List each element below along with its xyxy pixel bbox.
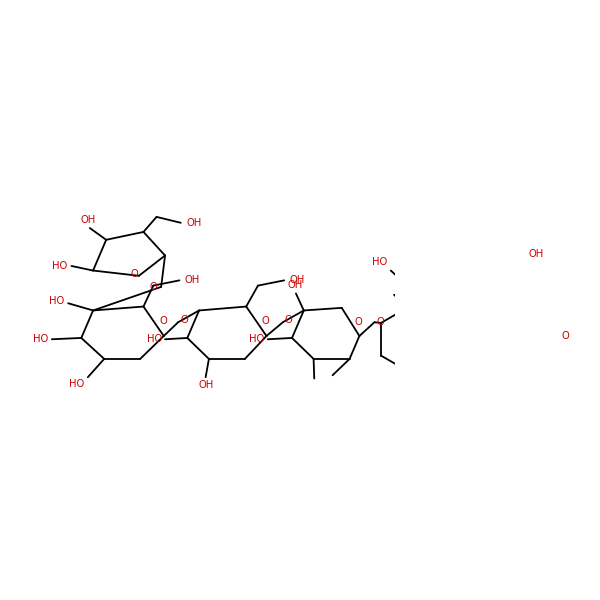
Text: O: O — [261, 316, 269, 326]
Text: OH: OH — [184, 275, 199, 286]
Text: OH: OH — [289, 275, 305, 286]
Text: O: O — [562, 331, 569, 341]
Text: HO: HO — [70, 379, 85, 389]
Text: OH: OH — [528, 249, 544, 259]
Text: OH: OH — [287, 280, 302, 290]
Text: OH: OH — [80, 215, 95, 225]
Text: O: O — [149, 282, 157, 292]
Text: HO: HO — [49, 296, 64, 307]
Text: OH: OH — [187, 218, 202, 228]
Text: O: O — [285, 315, 293, 325]
Text: HO: HO — [34, 334, 49, 344]
Text: HO: HO — [52, 261, 67, 271]
Text: HO: HO — [146, 334, 162, 344]
Text: O: O — [160, 316, 167, 326]
Text: HO: HO — [248, 334, 264, 344]
Text: O: O — [376, 317, 384, 327]
Text: OH: OH — [198, 380, 213, 391]
Text: HO: HO — [371, 257, 387, 268]
Text: O: O — [355, 317, 362, 327]
Text: O: O — [130, 269, 138, 279]
Text: O: O — [180, 315, 188, 325]
